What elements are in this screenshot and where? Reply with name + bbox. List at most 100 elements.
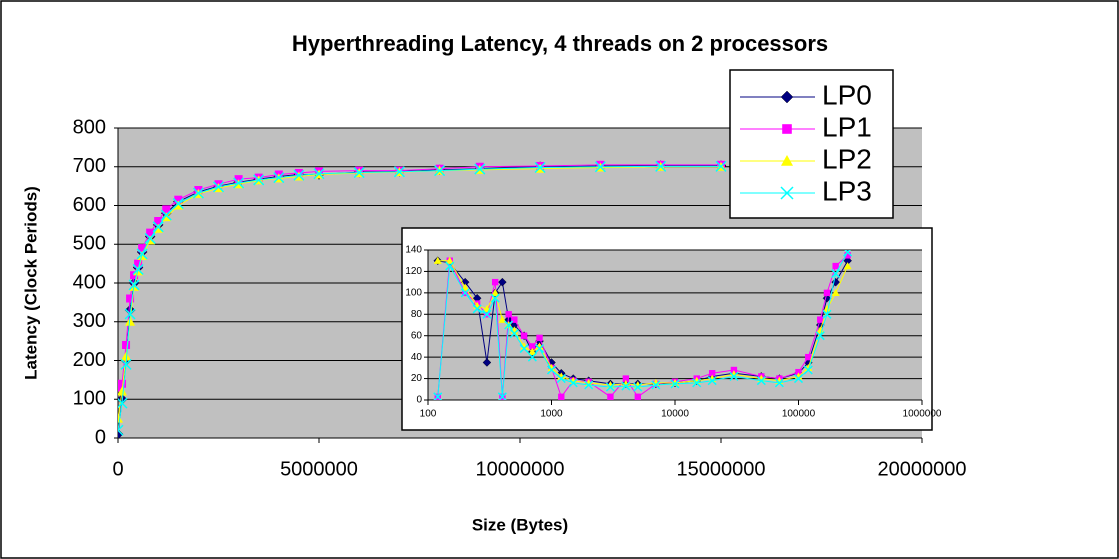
y-tick-label: 100 bbox=[405, 287, 422, 298]
marker bbox=[118, 379, 127, 388]
marker bbox=[774, 378, 784, 388]
x-tick-label: 5000000 bbox=[280, 458, 358, 480]
marker bbox=[152, 221, 164, 233]
marker bbox=[173, 200, 184, 210]
marker bbox=[482, 309, 492, 319]
y-tick-label: 0 bbox=[95, 426, 106, 448]
x-tick-label: 1000 bbox=[540, 409, 563, 420]
marker bbox=[536, 334, 543, 342]
y-tick-label: 80 bbox=[411, 309, 423, 320]
marker bbox=[822, 304, 831, 313]
y-tick-label: 300 bbox=[73, 310, 106, 332]
marker bbox=[472, 304, 482, 314]
y-tick-label: 500 bbox=[73, 233, 106, 255]
y-tick-label: 400 bbox=[73, 271, 106, 293]
y-tick-label: 60 bbox=[411, 330, 423, 341]
marker bbox=[154, 217, 163, 225]
marker bbox=[474, 163, 486, 175]
marker bbox=[816, 326, 825, 334]
marker bbox=[120, 358, 132, 370]
x-tick-label: 0 bbox=[112, 458, 123, 480]
marker bbox=[546, 365, 557, 375]
marker bbox=[172, 198, 184, 210]
marker bbox=[795, 368, 802, 376]
marker bbox=[445, 256, 454, 264]
marker bbox=[534, 161, 546, 174]
marker bbox=[607, 393, 614, 400]
marker bbox=[519, 344, 529, 354]
y-tick-label: 700 bbox=[73, 155, 106, 177]
marker bbox=[817, 316, 824, 323]
y-tick-label: 0 bbox=[416, 395, 422, 406]
marker bbox=[782, 124, 792, 134]
marker bbox=[844, 252, 851, 259]
marker bbox=[138, 244, 147, 253]
marker bbox=[535, 342, 544, 350]
marker bbox=[670, 379, 680, 389]
marker bbox=[433, 392, 443, 400]
marker bbox=[144, 232, 156, 244]
marker bbox=[794, 372, 803, 380]
marker bbox=[529, 343, 536, 350]
marker bbox=[621, 379, 630, 388]
marker bbox=[460, 288, 470, 298]
marker bbox=[234, 175, 243, 184]
marker bbox=[781, 155, 793, 166]
marker bbox=[633, 381, 642, 389]
marker bbox=[651, 380, 661, 390]
marker bbox=[520, 342, 529, 350]
x-tick-label: 20000000 bbox=[878, 458, 967, 480]
y-tick-label: 20 bbox=[411, 373, 423, 384]
marker bbox=[729, 371, 739, 381]
marker bbox=[192, 187, 204, 199]
marker bbox=[121, 351, 132, 361]
marker bbox=[509, 329, 519, 339]
marker bbox=[803, 365, 813, 375]
marker bbox=[527, 352, 537, 362]
series-line bbox=[118, 165, 721, 431]
x-tick-label: 10000000 bbox=[476, 458, 565, 480]
marker bbox=[708, 370, 716, 377]
y-tick-label: 120 bbox=[405, 266, 422, 277]
marker bbox=[122, 341, 131, 349]
marker bbox=[434, 165, 446, 177]
marker bbox=[822, 293, 832, 303]
x-tick-label: 15000000 bbox=[677, 458, 766, 480]
marker bbox=[633, 382, 643, 392]
marker bbox=[433, 256, 442, 264]
marker bbox=[692, 378, 702, 388]
marker bbox=[547, 363, 556, 372]
y-tick-label: 600 bbox=[73, 194, 106, 216]
marker bbox=[804, 363, 813, 372]
series-group bbox=[433, 250, 853, 400]
marker bbox=[125, 316, 136, 326]
marker bbox=[843, 250, 853, 257]
marker bbox=[253, 174, 265, 186]
marker bbox=[128, 279, 140, 291]
marker bbox=[606, 381, 615, 389]
marker bbox=[730, 366, 738, 374]
x-axis-label: Size (Bytes) bbox=[472, 515, 568, 534]
marker bbox=[780, 90, 794, 104]
marker bbox=[528, 347, 537, 355]
marker bbox=[831, 288, 840, 297]
marker bbox=[174, 195, 183, 204]
marker bbox=[793, 374, 804, 384]
marker bbox=[815, 331, 825, 341]
marker bbox=[823, 289, 831, 297]
y-tick-label: 140 bbox=[405, 245, 422, 256]
marker bbox=[556, 374, 566, 384]
marker bbox=[805, 353, 812, 361]
marker bbox=[511, 316, 518, 323]
marker bbox=[162, 205, 171, 214]
legend-label: LP3 bbox=[822, 175, 872, 206]
y-tick-label: 100 bbox=[73, 388, 106, 410]
marker bbox=[822, 309, 832, 319]
marker bbox=[118, 386, 128, 396]
marker bbox=[831, 269, 841, 279]
plot-area bbox=[428, 250, 922, 400]
marker bbox=[353, 167, 365, 179]
marker bbox=[655, 160, 667, 172]
marker bbox=[621, 381, 631, 391]
